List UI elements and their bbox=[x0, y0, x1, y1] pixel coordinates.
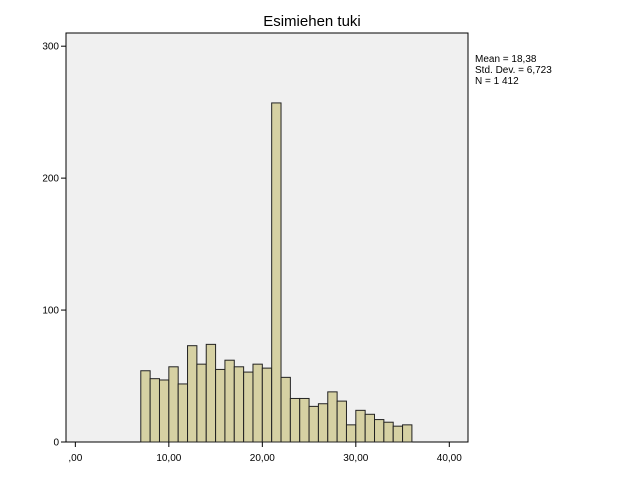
histogram-bar bbox=[158, 379, 170, 443]
histogram-bar bbox=[355, 409, 366, 443]
histogram-bar bbox=[187, 345, 198, 443]
histogram-bar bbox=[252, 363, 263, 443]
histogram-bar bbox=[140, 370, 151, 443]
y-tick-label: 200 bbox=[42, 174, 59, 185]
x-tick-label: 10,00 bbox=[156, 453, 181, 464]
histogram-bar bbox=[233, 366, 245, 443]
histogram-bar bbox=[243, 371, 254, 443]
y-tick-label: 0 bbox=[53, 438, 59, 449]
y-axis: 0 100 200 300 bbox=[42, 42, 66, 449]
histogram-bar bbox=[345, 424, 357, 443]
histogram-bar bbox=[280, 376, 291, 443]
histogram-bar bbox=[327, 391, 338, 443]
histogram-bar bbox=[215, 368, 226, 443]
y-tick-label: 300 bbox=[42, 42, 59, 53]
bars-group bbox=[140, 102, 413, 443]
histogram-bar bbox=[383, 421, 394, 443]
histogram-bar bbox=[177, 383, 189, 443]
stats-line: Mean = 18,38 bbox=[475, 54, 537, 65]
stats-line: N = 1 412 bbox=[475, 76, 519, 87]
x-tick-label: 40,00 bbox=[437, 453, 462, 464]
histogram-bar bbox=[196, 363, 207, 443]
histogram-bar bbox=[336, 400, 347, 443]
histogram-bar bbox=[317, 403, 329, 443]
histogram-bar bbox=[308, 405, 319, 443]
histogram-bar bbox=[374, 419, 385, 443]
histogram-bar bbox=[261, 367, 273, 443]
histogram-bar bbox=[289, 397, 301, 443]
chart-title: Esimiehen tuki bbox=[263, 13, 361, 30]
histogram-bar bbox=[224, 359, 235, 443]
x-tick-label: 30,00 bbox=[343, 453, 368, 464]
y-tick-label: 100 bbox=[42, 306, 59, 317]
histogram-bar bbox=[205, 343, 217, 443]
histogram-bar bbox=[392, 425, 404, 443]
x-tick-label: 20,00 bbox=[250, 453, 275, 464]
histogram-bar bbox=[271, 102, 282, 443]
histogram-bar bbox=[402, 424, 413, 443]
histogram-bar bbox=[364, 413, 376, 443]
x-axis: ,00 10,00 20,00 30,00 40,00 bbox=[68, 442, 462, 464]
stats-line: Std. Dev. = 6,723 bbox=[475, 65, 552, 76]
histogram-bar bbox=[299, 397, 310, 443]
histogram-bar bbox=[149, 378, 160, 443]
x-tick-label: ,00 bbox=[68, 453, 82, 464]
histogram-bar bbox=[168, 366, 179, 443]
